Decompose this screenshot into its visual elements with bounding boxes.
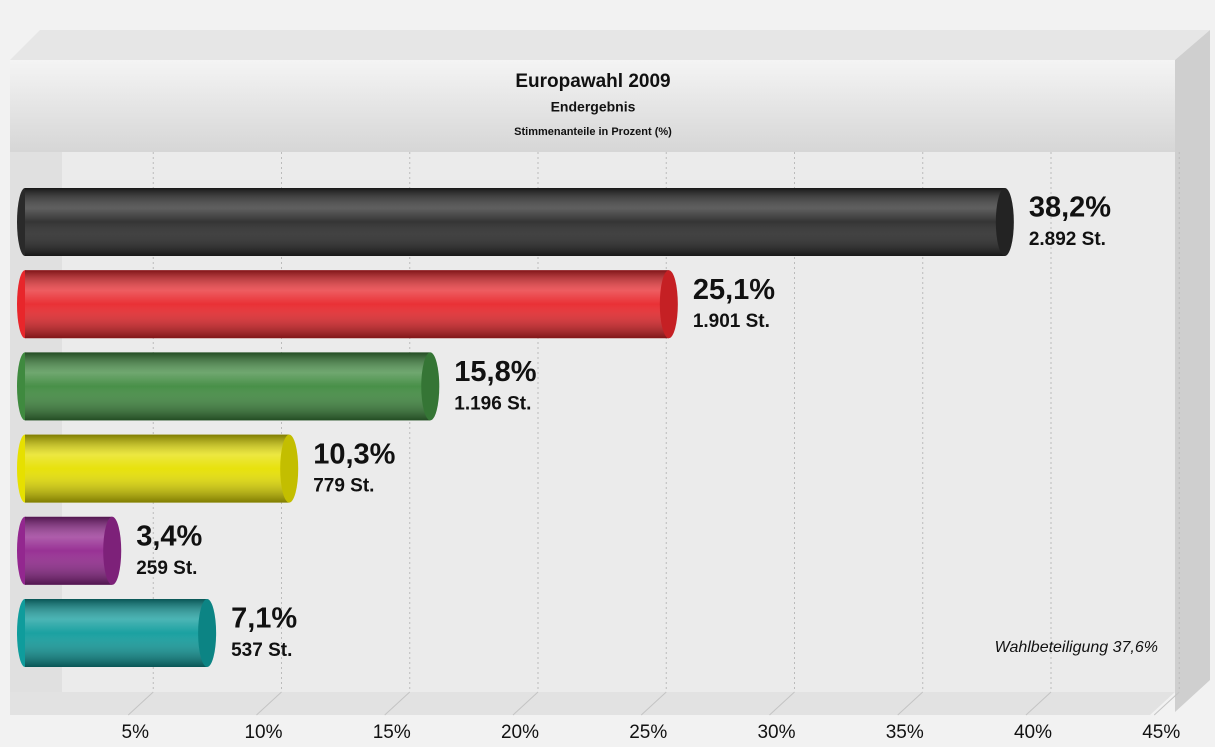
floor-line (1153, 691, 1180, 716)
bar-cap-shade (198, 599, 217, 667)
bar-cap-shade (995, 188, 1014, 256)
bar-cap (659, 270, 678, 339)
value-label: 10,3% (313, 438, 395, 470)
x-tick-label: 5% (122, 722, 150, 743)
bar-cap-shade (280, 434, 299, 503)
x-tick-label: 40% (1014, 722, 1052, 743)
bar-shade (25, 270, 669, 339)
vote-label: 259 St. (136, 558, 197, 579)
x-tick-label: 25% (629, 722, 667, 743)
floor (10, 692, 1175, 715)
floor-line (640, 691, 667, 716)
vote-label: 1.196 St. (454, 393, 531, 414)
x-tick-label: 35% (886, 722, 924, 743)
bar-cap-shade (659, 270, 678, 339)
header (10, 60, 1175, 152)
chart-caption: Stimmenanteile in Prozent (%) (514, 126, 672, 138)
vote-label: 2.892 St. (1029, 229, 1106, 250)
bar-shade (25, 352, 431, 421)
floor-line (769, 691, 795, 716)
value-label: 38,2% (1029, 192, 1111, 224)
annotation: Wahlbeteiligung 37,6% (995, 639, 1158, 656)
value-label: 15,8% (454, 356, 536, 388)
floor-line (1025, 691, 1052, 716)
vote-label: 537 St. (231, 640, 292, 661)
bar-cap (280, 434, 299, 503)
frame-side (1175, 30, 1210, 712)
x-tick-label: 30% (757, 722, 795, 743)
bar-cap-shade (421, 352, 440, 421)
bar-cap (103, 516, 122, 585)
bar-shade (25, 516, 113, 585)
value-label: 3,4% (136, 520, 202, 552)
bar-cap (421, 352, 440, 421)
bar-cap-shade (103, 516, 122, 585)
chart-subtitle: Endergebnis (551, 99, 636, 115)
value-label: 7,1% (231, 603, 297, 635)
floor-line (897, 691, 924, 716)
x-tick-label: 10% (244, 722, 282, 743)
chart-title: Europawahl 2009 (515, 71, 670, 92)
floor-line (127, 691, 154, 716)
floor-line (512, 691, 539, 716)
bar-shade (25, 434, 290, 503)
floor-line (384, 691, 411, 716)
frame-top (10, 30, 1210, 60)
bar-shade (25, 188, 1005, 256)
x-tick-label: 20% (501, 722, 539, 743)
vote-label: 779 St. (313, 476, 374, 497)
x-tick-label: 15% (373, 722, 411, 743)
floor-line (256, 691, 282, 716)
bar-cap (995, 188, 1014, 256)
bar-shade (25, 599, 208, 667)
x-tick-label: 45% (1142, 722, 1180, 743)
value-label: 25,1% (693, 274, 775, 306)
bar-cap (198, 599, 217, 667)
vote-label: 1.901 St. (693, 311, 770, 332)
